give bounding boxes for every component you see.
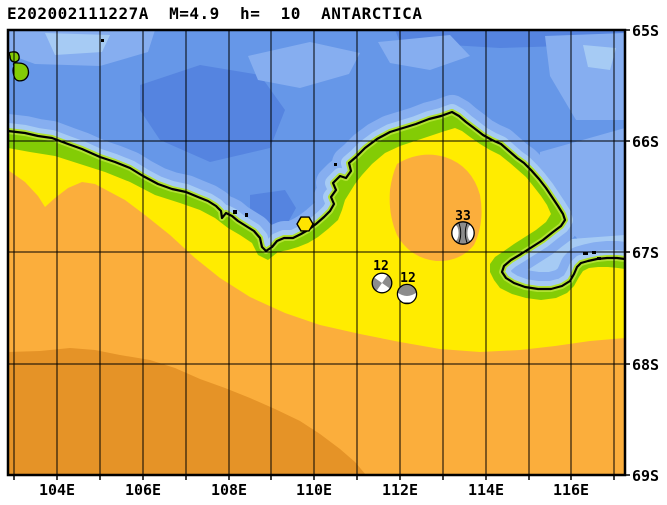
islet-speck: [101, 39, 104, 42]
beachball-outline: [371, 272, 393, 294]
grid-lines: [8, 30, 625, 475]
beachball-outline: [396, 283, 418, 305]
islet-speck: [583, 252, 588, 255]
deep-patch: [140, 65, 285, 162]
map-area: 33 12 12: [8, 30, 625, 475]
lon-label: 106E: [125, 481, 161, 499]
lon-label: 114E: [468, 481, 504, 499]
islet-speck: [233, 210, 237, 214]
beachball-outline: [451, 221, 475, 245]
light-patch: [378, 35, 470, 70]
coastline: [8, 110, 625, 291]
light-patch: [248, 42, 360, 88]
island: [12, 62, 30, 82]
islet-speck: [597, 257, 601, 260]
ocean-light-patches: [8, 30, 625, 254]
islet-speck: [245, 213, 248, 217]
islet-speck: [334, 163, 337, 166]
longitude-axis-labels: 104E 106E 108E 110E 112E 114E 116E: [39, 481, 589, 499]
lat-label: 69S: [632, 467, 659, 485]
quake-depth-label: 12: [373, 259, 389, 274]
gray-quadrant: [372, 277, 382, 292]
lon-label: 116E: [553, 481, 589, 499]
beachball-depth-12-a: [371, 272, 393, 294]
lat-label: 65S: [632, 22, 659, 40]
light-patch: [540, 128, 625, 254]
lon-label: 108E: [211, 481, 247, 499]
beachball-lobes: [372, 274, 392, 292]
beachball-depth-12-b: [396, 283, 418, 305]
nodal-plane: [464, 221, 468, 245]
shallow-patch: [45, 33, 110, 55]
gray-cap: [397, 284, 417, 296]
beachball-depth-33: [451, 221, 475, 245]
axis-ticks: [13, 29, 630, 480]
latitude-axis-labels: 65S 66S 67S 68S 69S: [632, 22, 659, 485]
lon-label: 110E: [296, 481, 332, 499]
gray-quadrant: [382, 274, 392, 289]
quake-depth-label: 12: [400, 271, 416, 286]
lat-label: 68S: [632, 356, 659, 374]
lon-label: 112E: [382, 481, 418, 499]
shallow-patch: [583, 45, 616, 70]
lon-label: 104E: [39, 481, 75, 499]
elevation-orange-dark: [8, 348, 366, 475]
lat-label: 66S: [632, 133, 659, 151]
lat-label: 67S: [632, 244, 659, 262]
map-title: E202002111227A M=4.9 h= 10 ANTARCTICA: [7, 4, 422, 23]
quake-depth-label: 33: [455, 209, 471, 224]
nodal-plane: [458, 221, 462, 245]
station-hexagon-marker: [296, 216, 314, 232]
